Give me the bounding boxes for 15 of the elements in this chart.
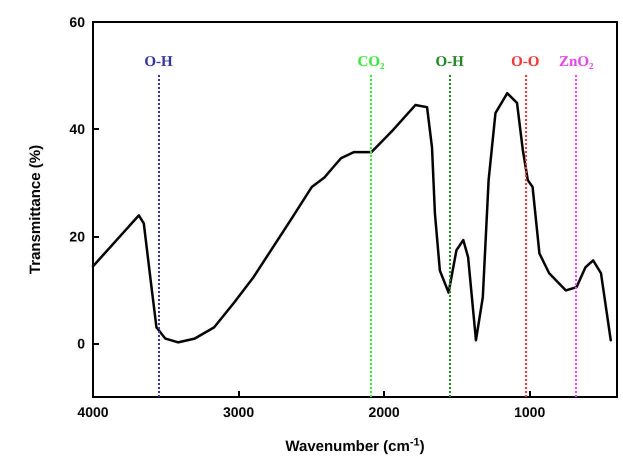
ref-line-label: O-H bbox=[435, 54, 464, 70]
ref-line-label: O-O bbox=[511, 54, 540, 70]
x-tick-label: 2000 bbox=[368, 404, 400, 420]
x-tick-label: 4000 bbox=[77, 404, 109, 420]
y-tick-label: 40 bbox=[69, 121, 86, 138]
y-tick-label: 0 bbox=[77, 335, 86, 352]
ref-line-label: O-H bbox=[144, 54, 173, 70]
x-tick-label: 3000 bbox=[222, 404, 254, 420]
ref-line-label: CO₂ bbox=[358, 54, 386, 70]
x-tick-label: 1000 bbox=[514, 404, 546, 420]
y-axis-title: Transmittance (%) bbox=[27, 144, 44, 274]
y-tick-label: 20 bbox=[69, 228, 86, 244]
ref-line-label: ZnO₂ bbox=[558, 54, 594, 70]
y-tick-label: 60 bbox=[69, 14, 86, 30]
line-series bbox=[92, 92, 612, 344]
